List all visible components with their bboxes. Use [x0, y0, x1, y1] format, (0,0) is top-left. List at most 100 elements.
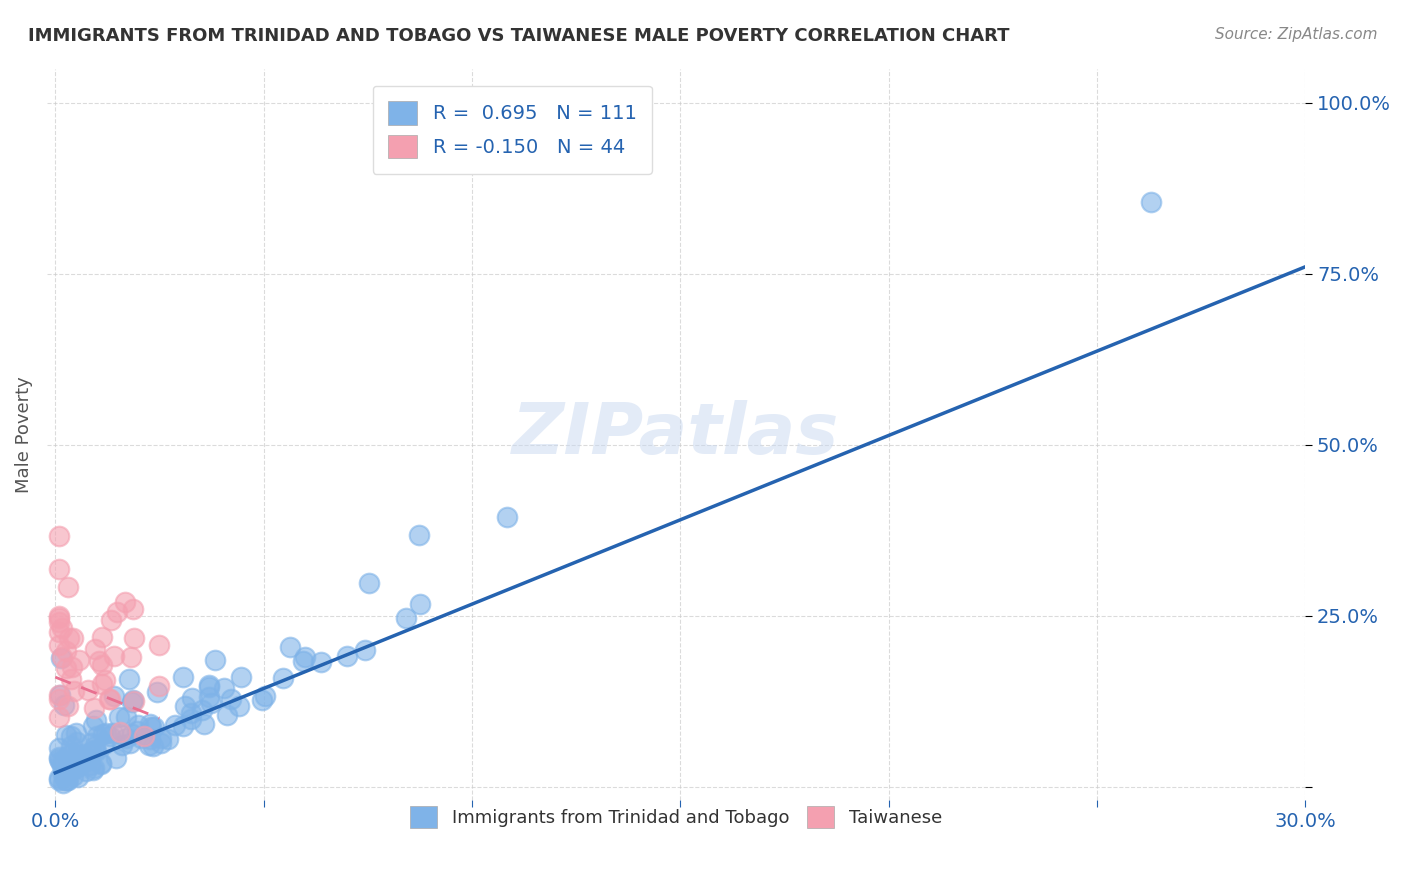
Point — [395, 611, 418, 625]
Point — [56, 698, 79, 713]
Point — [122, 632, 145, 646]
Point — [51, 650, 73, 665]
Point — [354, 643, 377, 657]
Point — [495, 509, 517, 524]
Point — [107, 710, 129, 724]
Point — [103, 726, 125, 740]
Point — [122, 694, 145, 708]
Point — [48, 610, 70, 624]
Point — [271, 671, 294, 685]
Point — [56, 772, 79, 787]
Point — [228, 698, 250, 713]
Point — [103, 648, 125, 663]
Point — [48, 772, 70, 787]
Point — [48, 692, 70, 706]
Point — [1140, 194, 1163, 209]
Point — [111, 739, 134, 753]
Point — [86, 729, 108, 743]
Point — [294, 650, 316, 665]
Point — [408, 528, 430, 542]
Point — [55, 661, 77, 675]
Point — [83, 701, 105, 715]
Point — [148, 679, 170, 693]
Point — [104, 751, 127, 765]
Point — [139, 717, 162, 731]
Point — [125, 724, 148, 739]
Point — [51, 651, 73, 665]
Point — [59, 672, 82, 686]
Point — [53, 773, 76, 788]
Point — [121, 727, 143, 741]
Point — [55, 644, 77, 658]
Point — [217, 708, 239, 723]
Point — [75, 754, 97, 768]
Point — [138, 739, 160, 753]
Point — [200, 696, 222, 710]
Point — [83, 743, 105, 757]
Point — [52, 698, 75, 713]
Point — [48, 609, 70, 624]
Point — [172, 669, 194, 683]
Point — [120, 736, 142, 750]
Point — [52, 767, 75, 781]
Point — [83, 739, 105, 754]
Point — [146, 685, 169, 699]
Point — [48, 638, 70, 652]
Point — [51, 756, 73, 770]
Point — [121, 692, 143, 706]
Point — [90, 658, 112, 673]
Point — [83, 761, 105, 775]
Point — [253, 690, 276, 704]
Point — [103, 689, 125, 703]
Point — [67, 758, 90, 772]
Point — [82, 763, 104, 777]
Point — [89, 655, 111, 669]
Point — [157, 731, 180, 746]
Point — [149, 735, 172, 749]
Point — [60, 739, 83, 753]
Point — [84, 744, 107, 758]
Point — [252, 693, 274, 707]
Point — [90, 677, 112, 691]
Point — [90, 757, 112, 772]
Text: IMMIGRANTS FROM TRINIDAD AND TOBAGO VS TAIWANESE MALE POVERTY CORRELATION CHART: IMMIGRANTS FROM TRINIDAD AND TOBAGO VS T… — [28, 27, 1010, 45]
Point — [49, 688, 72, 702]
Point — [198, 678, 221, 692]
Point — [121, 602, 143, 616]
Point — [94, 673, 117, 687]
Point — [98, 692, 121, 706]
Legend: Immigrants from Trinidad and Tobago, Taiwanese: Immigrants from Trinidad and Tobago, Tai… — [404, 798, 949, 835]
Point — [193, 717, 215, 731]
Point — [90, 756, 112, 770]
Point — [142, 720, 165, 734]
Point — [72, 747, 94, 761]
Point — [139, 731, 162, 746]
Point — [48, 625, 70, 640]
Point — [52, 776, 75, 790]
Point — [96, 726, 118, 740]
Point — [60, 660, 83, 674]
Point — [48, 740, 70, 755]
Point — [77, 682, 100, 697]
Point — [75, 764, 97, 779]
Point — [58, 747, 80, 762]
Point — [93, 737, 115, 751]
Point — [100, 613, 122, 627]
Text: ZIPatlas: ZIPatlas — [512, 400, 839, 469]
Point — [142, 739, 165, 753]
Point — [204, 653, 226, 667]
Point — [51, 759, 73, 773]
Point — [98, 729, 121, 743]
Point — [65, 761, 87, 775]
Point — [56, 772, 79, 787]
Point — [212, 681, 235, 695]
Point — [48, 529, 70, 543]
Point — [67, 747, 90, 762]
Point — [84, 641, 107, 656]
Point — [77, 751, 100, 765]
Point — [409, 597, 432, 611]
Point — [309, 655, 332, 669]
Point — [172, 719, 194, 733]
Point — [105, 605, 128, 619]
Point — [98, 692, 121, 706]
